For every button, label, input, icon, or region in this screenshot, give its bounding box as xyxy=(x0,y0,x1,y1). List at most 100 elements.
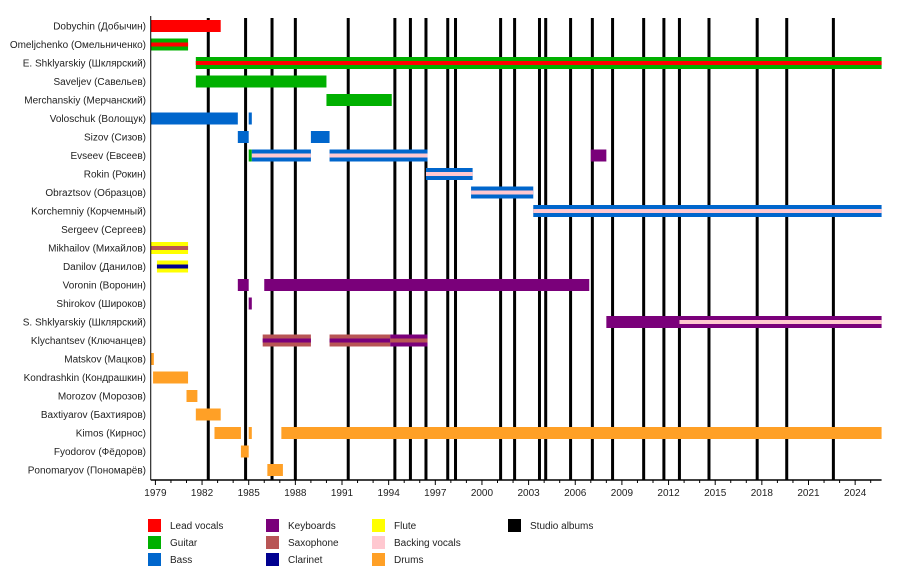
bar-stripe-clarinet xyxy=(156,264,189,269)
member-label: Baxtiyarov (Бахтияров) xyxy=(41,410,146,421)
bar-stripe-backing xyxy=(679,320,882,324)
x-axis: 1979 1982 1985 1988 1991 1994 1997 2000 2003 2006… xyxy=(144,16,882,499)
legend-swatch-flute xyxy=(372,519,385,532)
bar-stripe-backing xyxy=(251,153,311,158)
tick-label: 2003 xyxy=(517,488,540,499)
member-bars xyxy=(150,20,882,476)
studio-album-line xyxy=(611,18,615,480)
bar-stripe-lead xyxy=(195,61,882,65)
member-label: Sizov (Сизов) xyxy=(84,133,146,144)
bar-keyboards xyxy=(264,279,590,291)
member-label: Merchanskiy (Мерчанский) xyxy=(24,96,146,107)
bar-keyboards xyxy=(248,297,252,310)
tick-label: 1988 xyxy=(284,488,307,499)
member-label: Klychantsev (Ключанцев) xyxy=(31,336,146,347)
tick-label: 1997 xyxy=(424,488,447,499)
legend-label-lead: Lead vocals xyxy=(170,521,223,532)
studio-album-line xyxy=(662,18,666,480)
studio-album-line xyxy=(544,18,548,480)
studio-album-line xyxy=(831,18,835,480)
tick-label: 2018 xyxy=(751,488,774,499)
member-label: Fyodorov (Фёдоров) xyxy=(54,447,146,458)
tick-label: 2015 xyxy=(704,488,727,499)
studio-album-line xyxy=(590,18,594,480)
bar-stripe-lead xyxy=(150,42,189,47)
tick-label: 2012 xyxy=(657,488,680,499)
studio-album-line xyxy=(569,18,573,480)
studio-album-line xyxy=(642,18,646,480)
studio-album-line xyxy=(244,18,248,480)
studio-album-lines xyxy=(206,18,835,480)
studio-album-line xyxy=(393,18,397,480)
legend-label-bass: Bass xyxy=(170,555,192,566)
studio-album-line xyxy=(513,18,517,480)
studio-album-line xyxy=(677,18,681,480)
legend-label-clarinet: Clarinet xyxy=(288,555,323,566)
member-label: Obraztsov (Образцов) xyxy=(45,187,146,199)
studio-album-line xyxy=(424,18,428,480)
legend-swatch-drums xyxy=(372,553,385,566)
member-label: Ponomaryov (Пономарёв) xyxy=(28,466,146,477)
bar-guitar xyxy=(326,94,392,106)
bar-drums xyxy=(195,408,221,421)
studio-album-line xyxy=(408,18,412,480)
studio-album-line xyxy=(755,18,759,480)
legend-swatch-lead xyxy=(148,519,161,532)
tick-label: 2021 xyxy=(797,488,820,499)
member-label: Matskov (Мацков) xyxy=(64,355,146,366)
studio-album-line xyxy=(454,18,458,480)
member-label: S. Shklyarskiy (Шклярский) xyxy=(23,318,146,329)
member-label: Shirokov (Широков) xyxy=(56,299,146,310)
member-label: Kimos (Кирнос) xyxy=(76,429,146,440)
member-label: Voronin (Воронин) xyxy=(63,281,146,292)
tick-label: 2000 xyxy=(471,488,494,499)
studio-album-line xyxy=(446,18,450,480)
member-label: E. Shklyarskiy (Шклярский) xyxy=(23,59,146,70)
bar-keyboards xyxy=(606,316,680,328)
tick-label: 2024 xyxy=(844,488,867,499)
tick-label: 2006 xyxy=(564,488,587,499)
member-label: Rokin (Рокин) xyxy=(84,170,146,181)
member-labels: Dobychin (Добычин) Omeljchenko (Омельниче… xyxy=(10,21,146,477)
legend-label-albums: Studio albums xyxy=(530,521,593,532)
legend: Lead vocals Guitar Bass Keyboards Saxophone C… xyxy=(148,519,593,566)
tick-label: 1991 xyxy=(331,488,354,499)
bar-drums xyxy=(186,390,198,402)
legend-label-saxophone: Saxophone xyxy=(288,538,339,549)
member-label: Voloschuk (Волощук) xyxy=(50,114,146,125)
bar-stripe-backing xyxy=(329,153,428,158)
bar-drums xyxy=(214,427,241,439)
legend-label-drums: Drums xyxy=(394,555,423,566)
bar-bass xyxy=(150,112,238,125)
legend-label-keyboards: Keyboards xyxy=(288,521,336,532)
bar-drums xyxy=(150,353,154,365)
member-label: Danilov (Данилов) xyxy=(63,262,146,273)
bar-drums xyxy=(248,427,252,439)
studio-album-line xyxy=(346,18,350,480)
studio-album-line xyxy=(785,18,789,480)
bar-stripe-keyboards xyxy=(329,338,391,343)
member-label: Sergeev (Сергеев) xyxy=(61,225,146,236)
member-label: Saveljev (Савельев) xyxy=(54,77,146,88)
legend-swatch-keyboards xyxy=(266,519,279,532)
legend-swatch-bass xyxy=(148,553,161,566)
bar-guitar xyxy=(248,149,252,162)
legend-swatch-saxophone xyxy=(266,536,279,549)
bar-drums xyxy=(267,464,283,476)
bar-drums xyxy=(240,445,249,458)
studio-album-line xyxy=(499,18,503,480)
legend-label-backing: Backing vocals xyxy=(394,538,461,549)
bar-stripe-backing xyxy=(471,190,534,195)
bar-stripe-saxophone xyxy=(390,338,428,343)
bar-bass xyxy=(310,131,330,143)
member-label: Omeljchenko (Омельниченко) xyxy=(10,40,146,51)
tick-label: 1985 xyxy=(238,488,261,499)
bar-drums xyxy=(153,371,189,384)
member-label: Dobychin (Добычин) xyxy=(53,21,146,33)
tick-label: 1982 xyxy=(191,488,214,499)
studio-album-line xyxy=(537,18,541,480)
legend-swatch-albums xyxy=(508,519,521,532)
bar-stripe-backing xyxy=(425,172,473,176)
bar-stripe-keyboards xyxy=(262,338,311,343)
